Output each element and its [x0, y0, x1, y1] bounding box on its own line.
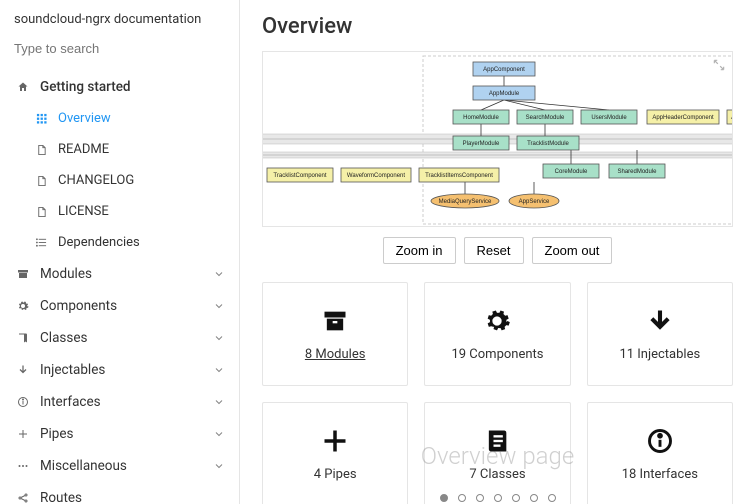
nav-injectables[interactable]: Injectables: [0, 354, 239, 386]
svg-text:AppComponent: AppComponent: [731, 115, 733, 121]
sidebar: soundcloud-ngrx documentation Getting st…: [0, 0, 240, 504]
book-icon: [483, 427, 511, 455]
nav-readme[interactable]: README: [0, 134, 239, 165]
card-components[interactable]: 19 Components: [424, 282, 570, 386]
file-icon: [32, 175, 50, 187]
chevron-down-icon: [213, 460, 225, 472]
svg-text:HomeModule: HomeModule: [463, 115, 499, 121]
carousel-dots[interactable]: [440, 494, 556, 502]
carousel-dot[interactable]: [458, 494, 466, 502]
carousel-dot[interactable]: [476, 494, 484, 502]
svg-text:UsersModule: UsersModule: [591, 115, 627, 121]
carousel-dot[interactable]: [512, 494, 520, 502]
nav-changelog[interactable]: CHANGELOG: [0, 165, 239, 196]
nav-license[interactable]: LICENSE: [0, 196, 239, 227]
nav-routes[interactable]: Routes: [0, 482, 239, 504]
list-icon: [32, 237, 50, 248]
diagram-svg: AppComponent AppModule HomeModule SearchMod…: [263, 52, 733, 227]
gear-icon: [14, 300, 32, 312]
nav-interfaces[interactable]: Interfaces: [0, 386, 239, 418]
chevron-down-icon: [213, 268, 225, 280]
card-classes[interactable]: 7 Classes: [424, 402, 570, 504]
search-input[interactable]: [14, 41, 225, 56]
gear-icon: [483, 307, 511, 335]
file-icon: [32, 144, 50, 156]
nav-components[interactable]: Components: [0, 290, 239, 322]
svg-text:SearchModule: SearchModule: [526, 115, 565, 121]
file-icon: [32, 206, 50, 218]
home-icon: [14, 81, 32, 93]
svg-text:AppHeaderComponent: AppHeaderComponent: [652, 115, 714, 121]
carousel-dot[interactable]: [548, 494, 556, 502]
svg-text:AppService: AppService: [519, 199, 550, 205]
svg-text:TracklistItemsComponent: TracklistItemsComponent: [425, 173, 493, 179]
download-icon: [646, 307, 674, 335]
chevron-down-icon: [213, 332, 225, 344]
card-label: 4 Pipes: [314, 467, 357, 482]
svg-text:TracklistComponent: TracklistComponent: [273, 173, 326, 179]
archive-icon: [321, 307, 349, 335]
card-label: 8 Modules: [305, 347, 366, 362]
svg-text:AppComponent: AppComponent: [483, 67, 525, 73]
info-icon: [14, 396, 32, 408]
chevron-down-icon: [213, 300, 225, 312]
svg-text:AppModule: AppModule: [489, 91, 520, 97]
card-interfaces[interactable]: 18 Interfaces: [587, 402, 733, 504]
card-injectables[interactable]: 11 Injectables: [587, 282, 733, 386]
svg-text:PlayerModule: PlayerModule: [463, 141, 500, 147]
plus-icon: [14, 428, 32, 440]
share-icon: [14, 492, 32, 504]
card-label: 18 Interfaces: [622, 467, 698, 482]
carousel-dot[interactable]: [530, 494, 538, 502]
search-container: [0, 37, 239, 67]
nav-dependencies[interactable]: Dependencies: [0, 227, 239, 258]
card-modules[interactable]: 8 Modules: [262, 282, 408, 386]
archive-icon: [14, 268, 32, 280]
info-icon: [646, 427, 674, 455]
chevron-down-icon: [213, 396, 225, 408]
carousel-dot[interactable]: [440, 494, 448, 502]
svg-text:CoreModule: CoreModule: [555, 169, 588, 175]
nav-overview[interactable]: Overview: [0, 103, 239, 134]
card-pipes[interactable]: 4 Pipes: [262, 402, 408, 504]
dependency-diagram[interactable]: AppComponent AppModule HomeModule SearchMod…: [262, 51, 733, 227]
nav-pipes[interactable]: Pipes: [0, 418, 239, 450]
card-label: 7 Classes: [469, 467, 525, 482]
svg-text:WaveformComponent: WaveformComponent: [347, 173, 405, 179]
nav-classes[interactable]: Classes: [0, 322, 239, 354]
card-label: 11 Injectables: [619, 347, 700, 362]
plus-icon: [321, 427, 349, 455]
download-icon: [14, 364, 32, 376]
book-icon: [14, 332, 32, 344]
card-label: 19 Components: [451, 347, 543, 362]
nav-modules[interactable]: Modules: [0, 258, 239, 290]
dots-icon: [14, 460, 32, 472]
nav-getting-started[interactable]: Getting started: [0, 71, 239, 103]
nav: Getting started Overview README CHANGELO…: [0, 67, 239, 504]
grid-icon: [32, 113, 50, 124]
main: Overview AppComponent AppModule HomeModule…: [240, 0, 755, 504]
carousel-dot[interactable]: [494, 494, 502, 502]
svg-text:TracklistModule: TracklistModule: [527, 141, 569, 147]
page-title: Overview: [262, 14, 733, 39]
zoom-reset-button[interactable]: Reset: [464, 237, 524, 264]
summary-cards: 8 Modules 19 Components 11 Injectables 4…: [262, 282, 733, 504]
nav-miscellaneous[interactable]: Miscellaneous: [0, 450, 239, 482]
chevron-down-icon: [213, 364, 225, 376]
chevron-down-icon: [213, 428, 225, 440]
svg-text:SharedModule: SharedModule: [617, 169, 657, 175]
zoom-controls: Zoom in Reset Zoom out: [262, 237, 733, 264]
zoom-out-button[interactable]: Zoom out: [532, 237, 613, 264]
svg-text:MediaQueryService: MediaQueryService: [439, 199, 492, 205]
zoom-in-button[interactable]: Zoom in: [383, 237, 456, 264]
brand-title: soundcloud-ngrx documentation: [0, 0, 239, 37]
